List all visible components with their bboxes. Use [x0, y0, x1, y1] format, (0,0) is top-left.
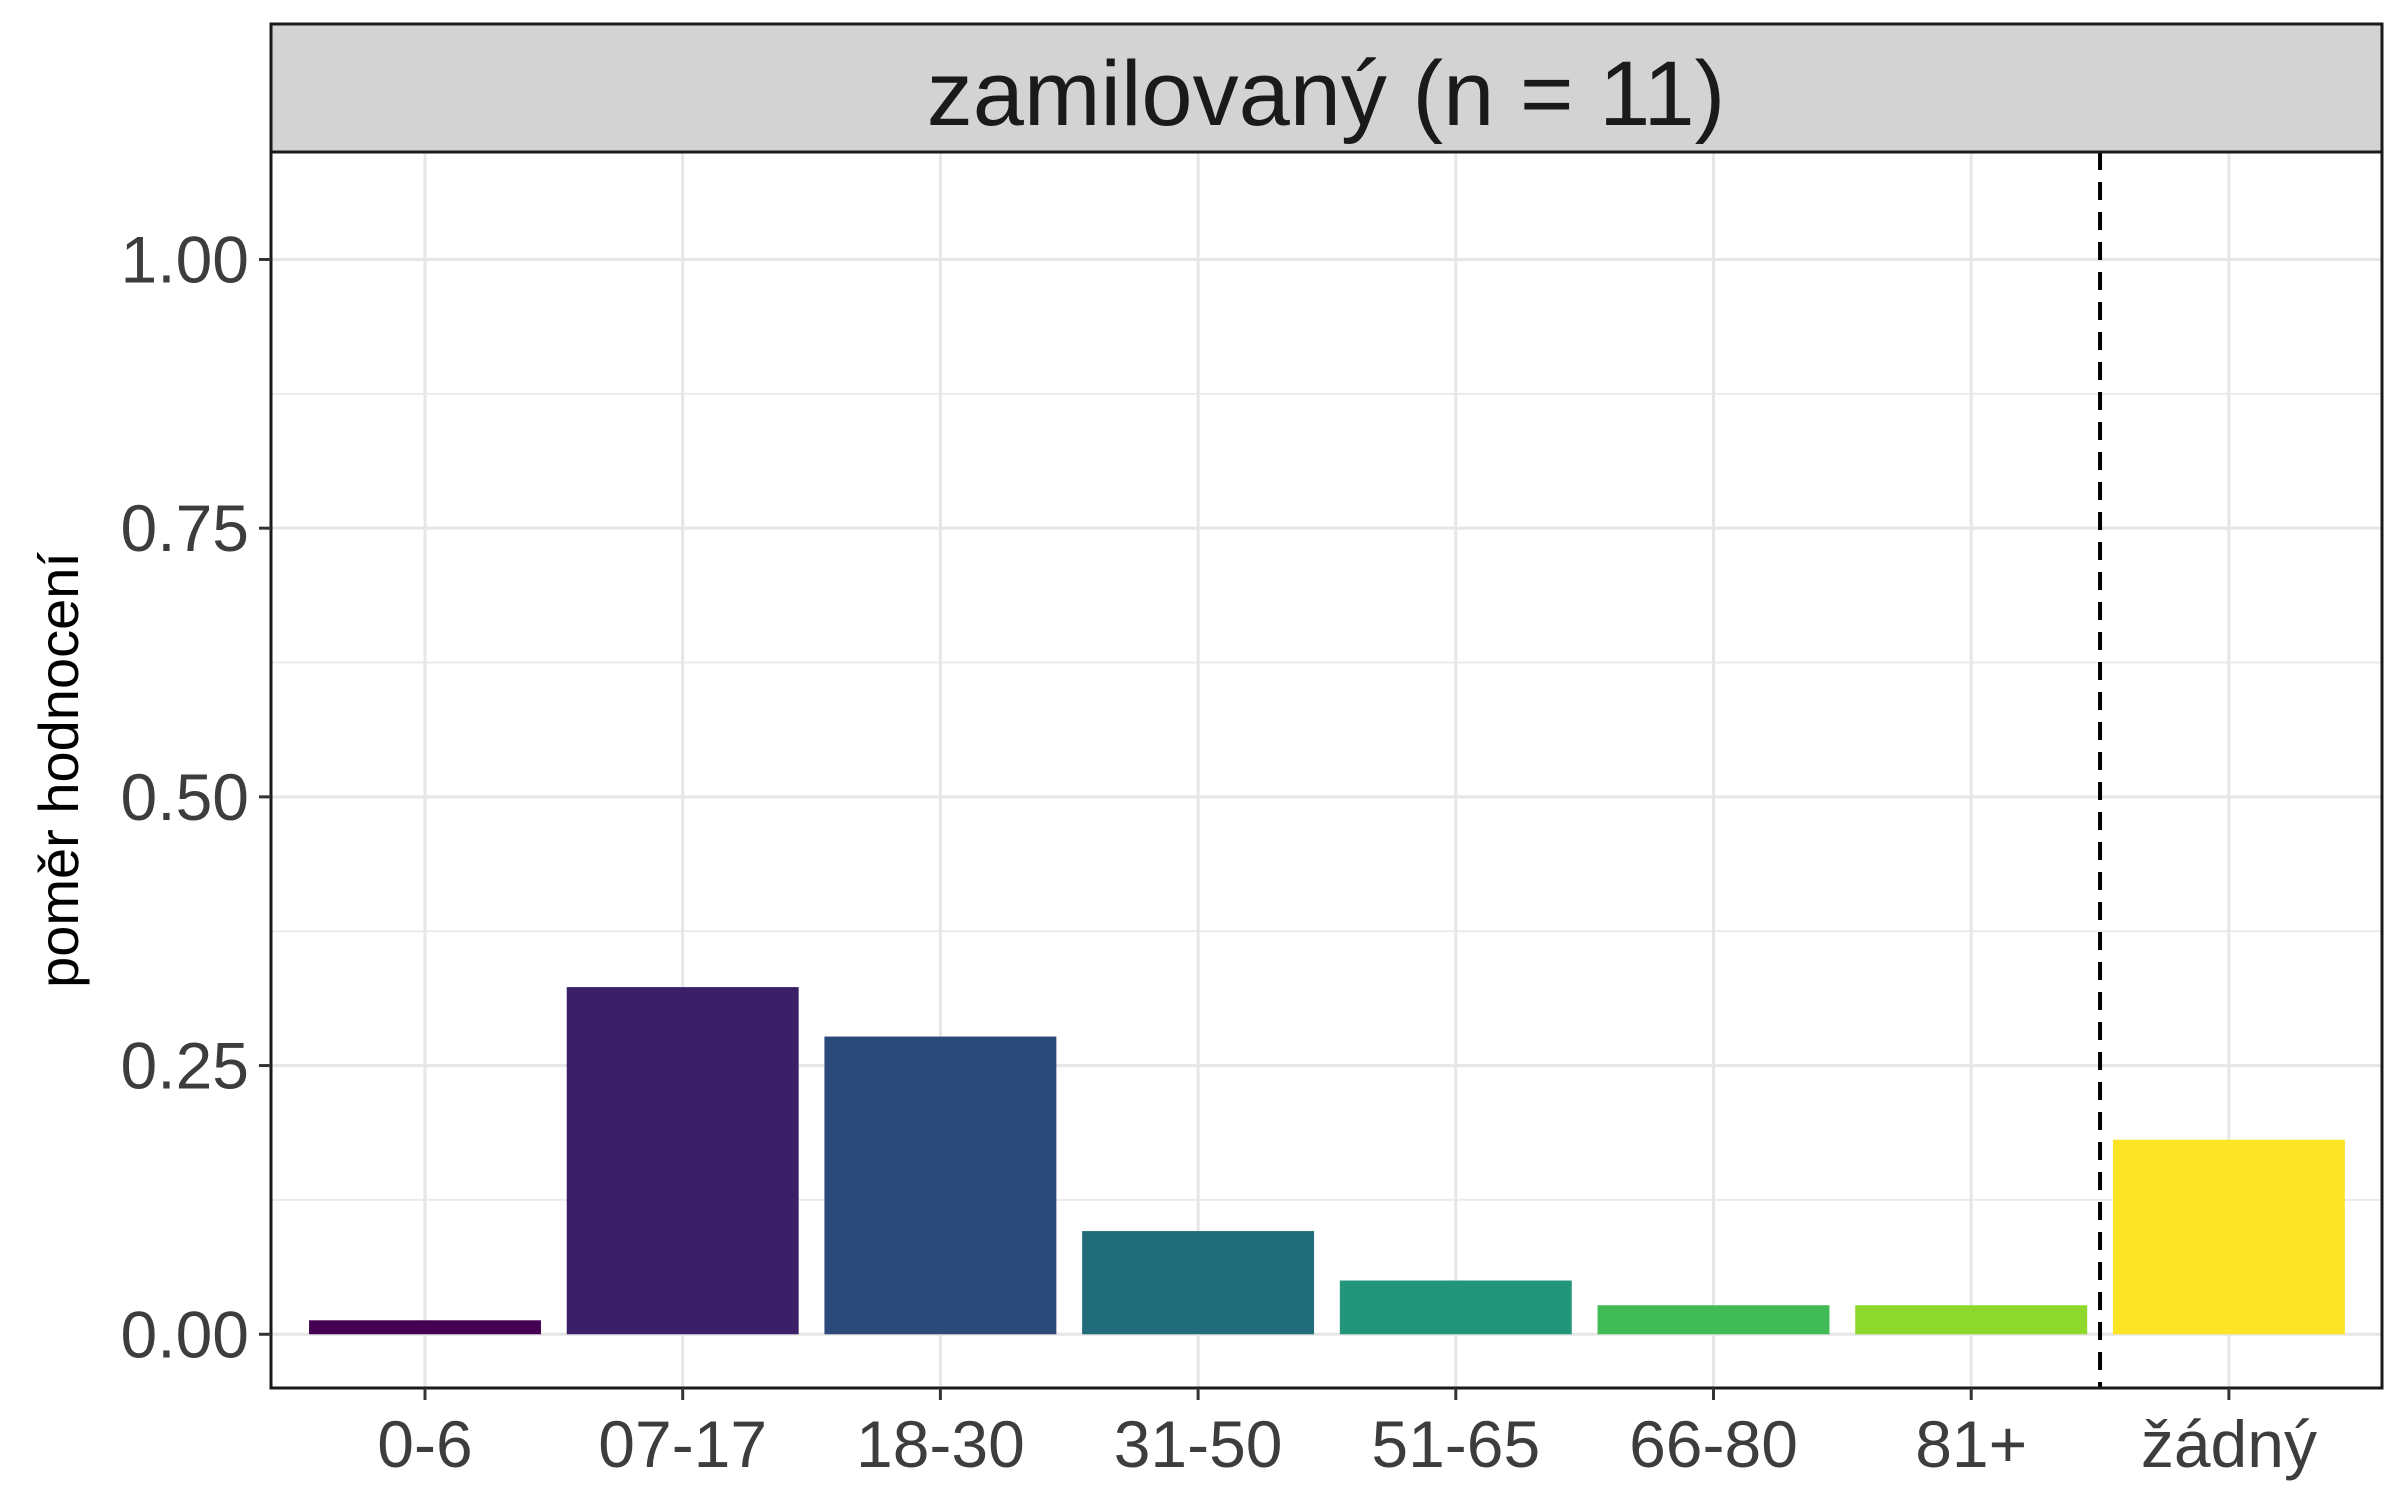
- y-axis-ticks: 0.00 0.25 0.50 0.75 1.00: [121, 222, 271, 1371]
- y-axis-title: poměr hodnocení: [27, 552, 90, 988]
- x-tick-label: 31-50: [1114, 1407, 1283, 1481]
- bars: [309, 987, 2345, 1335]
- bar: [309, 1320, 541, 1335]
- bar: [1597, 1305, 1830, 1335]
- bar: [2112, 1139, 2345, 1335]
- x-tick-label: žádný: [2141, 1407, 2317, 1481]
- y-tick-label: 0.00: [121, 1297, 249, 1371]
- x-tick-label: 66-80: [1629, 1407, 1798, 1481]
- x-tick-label: 81+: [1915, 1407, 2027, 1481]
- x-tick-label: 18-30: [856, 1407, 1025, 1481]
- bar: [566, 987, 799, 1335]
- facet-title: zamilovaný (n = 11): [927, 43, 1726, 145]
- bar: [1855, 1305, 2088, 1335]
- bar: [1339, 1280, 1572, 1335]
- y-tick-label: 0.75: [121, 491, 249, 565]
- panel-border: [269, 150, 2384, 1390]
- x-tick-label: 0-6: [377, 1407, 472, 1481]
- strip-background: [269, 22, 2384, 154]
- y-tick-label: 1.00: [121, 222, 249, 296]
- bar: [824, 1036, 1057, 1335]
- x-tick-label: 51-65: [1371, 1407, 1540, 1481]
- bar: [1082, 1231, 1315, 1335]
- x-axis-ticks: 0-6 07-17 18-30 31-50 51-65 66-80 81+ žádný: [377, 1388, 2317, 1481]
- y-tick-label: 0.25: [121, 1029, 249, 1103]
- x-tick-label: 07-17: [598, 1407, 767, 1481]
- y-tick-label: 0.50: [121, 760, 249, 834]
